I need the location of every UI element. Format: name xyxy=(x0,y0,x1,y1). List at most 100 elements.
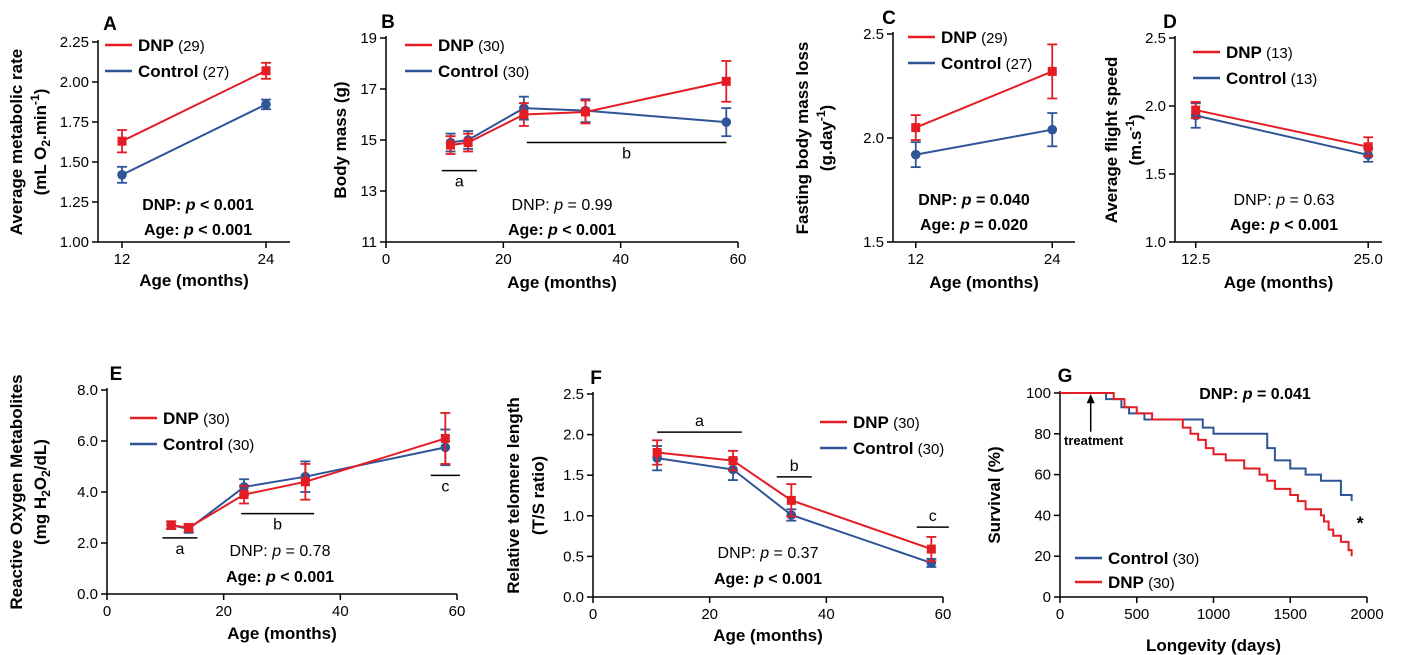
treatment-arrowhead xyxy=(1086,394,1095,404)
x-tick-label: 2000 xyxy=(1350,606,1383,623)
series-line-control xyxy=(1060,392,1353,502)
y-tick-label: 1.50 xyxy=(60,154,89,171)
data-point-dnp xyxy=(1363,142,1373,152)
x-axis-title: Age (months) xyxy=(507,273,617,292)
y-tick-label: 20 xyxy=(1034,548,1051,565)
data-point-dnp xyxy=(519,110,529,119)
y-tick-label: 4.0 xyxy=(77,484,98,501)
y-tick-label: 15 xyxy=(360,132,377,149)
y-axis-title: Average metabolic rate xyxy=(7,49,26,235)
data-point-dnp xyxy=(184,523,194,533)
y-tick-label: 1.5 xyxy=(1145,166,1166,183)
y-tick-label: 100 xyxy=(1026,385,1051,402)
panel-label: D xyxy=(1163,12,1177,33)
x-tick-label: 24 xyxy=(258,251,275,268)
y-tick-label: 2.0 xyxy=(77,535,98,552)
legend-label: Control (27) xyxy=(138,62,229,81)
y-tick-label: 1.5 xyxy=(563,467,584,484)
x-axis-title: Age (months) xyxy=(227,624,337,643)
group-label: a xyxy=(455,174,464,191)
data-point-control xyxy=(721,117,732,127)
data-point-control xyxy=(261,99,271,110)
y-tick-label: 0.0 xyxy=(563,589,584,606)
legend-label: DNP (13) xyxy=(1226,43,1293,62)
data-point-dnp xyxy=(1047,66,1057,76)
series-line-control xyxy=(657,457,932,564)
stats-text: Age: p < 0.001 xyxy=(1230,217,1338,234)
x-tick-label: 20 xyxy=(701,606,718,623)
y-tick-label: 2.0 xyxy=(863,130,884,147)
y-axis-title: Fasting body mass loss xyxy=(793,42,812,235)
y-axis-subtitle: (mL O2.min-1) xyxy=(28,89,53,196)
x-axis-title: Age (months) xyxy=(1224,273,1334,292)
data-point-dnp xyxy=(728,456,738,466)
treatment-label: treatment xyxy=(1064,433,1124,448)
legend-label: Control (13) xyxy=(1226,69,1317,88)
panel-a: A 1.00 1.25 1.50 1.75 2.00 2.25 12 24 Age (months… xyxy=(7,14,290,290)
y-tick-label: 0 xyxy=(1043,589,1051,606)
data-point-control xyxy=(910,149,921,160)
legend-label: DNP (30) xyxy=(163,409,230,428)
y-axis-subtitle: (T/S ratio) xyxy=(529,456,548,535)
series-line-control xyxy=(1195,114,1369,156)
data-point-dnp xyxy=(721,76,731,86)
panel-label: C xyxy=(882,8,896,29)
y-tick-label: 1.0 xyxy=(1145,234,1166,251)
y-tick-label: 1.0 xyxy=(563,508,584,525)
x-tick-label: 60 xyxy=(449,603,466,620)
data-point-dnp xyxy=(239,490,249,500)
x-tick-label: 20 xyxy=(495,251,512,268)
panel-b: B 11 13 15 17 19 0 20 40 60 Age (months) Body mass … xyxy=(331,12,746,292)
x-tick-label: 25.0 xyxy=(1354,251,1383,268)
x-tick-label: 0 xyxy=(1056,606,1064,623)
x-tick-label: 20 xyxy=(215,603,232,620)
series-line-dnp xyxy=(657,451,932,551)
legend-label: Control (30) xyxy=(438,62,529,81)
panel-label: F xyxy=(590,368,602,389)
y-tick-label: 2.5 xyxy=(1145,30,1166,47)
x-tick-label: 60 xyxy=(935,606,952,623)
y-tick-label: 2.25 xyxy=(60,34,89,51)
series-line-dnp xyxy=(121,69,267,143)
data-point-dnp xyxy=(786,495,796,505)
x-tick-label: 40 xyxy=(818,606,835,623)
group-label: b xyxy=(622,146,631,163)
y-tick-label: 80 xyxy=(1034,426,1051,443)
stats-text: DNP: p = 0.37 xyxy=(718,545,819,562)
data-point-dnp xyxy=(652,447,662,457)
y-axis-title: Body mass (g) xyxy=(331,81,350,198)
stats-text: Age: p = 0.020 xyxy=(920,217,1028,234)
data-point-dnp xyxy=(1191,105,1201,115)
legend-label: DNP (30) xyxy=(1108,573,1175,592)
x-axis-title: Age (months) xyxy=(929,273,1039,292)
data-point-dnp xyxy=(911,123,921,133)
x-tick-label: 1500 xyxy=(1274,606,1307,623)
legend-label: DNP (29) xyxy=(138,36,205,55)
y-tick-label: 8.0 xyxy=(77,382,98,399)
panel-c: C 1.5 2.0 2.5 12 24 Age (months) Fasting body m… xyxy=(793,8,1075,292)
y-tick-label: 60 xyxy=(1034,467,1051,484)
x-tick-label: 0 xyxy=(382,251,390,268)
x-tick-label: 40 xyxy=(332,603,349,620)
x-tick-label: 0 xyxy=(589,606,597,623)
x-tick-label: 12 xyxy=(114,251,131,268)
y-tick-label: 2.5 xyxy=(863,26,884,43)
series-line-dnp xyxy=(915,70,1053,129)
stats-text: DNP: p < 0.001 xyxy=(142,197,254,214)
group-label: b xyxy=(273,517,282,534)
stats-text: Age: p < 0.001 xyxy=(714,571,822,588)
y-tick-label: 1.25 xyxy=(60,194,89,211)
series-line-control xyxy=(915,128,1053,156)
panel-e: E 0.0 2.0 4.0 6.0 8.0 0 20 40 60 Age (months) React… xyxy=(7,364,465,643)
y-tick-label: 40 xyxy=(1034,507,1051,524)
data-point-control xyxy=(117,170,127,180)
y-tick-label: 0.0 xyxy=(77,586,98,603)
legend-label: Control (30) xyxy=(163,435,254,454)
y-tick-label: 1.75 xyxy=(60,114,89,131)
y-tick-label: 17 xyxy=(360,81,377,98)
panel-label: G xyxy=(1058,366,1073,387)
data-point-dnp xyxy=(463,138,473,148)
x-axis-title: Age (months) xyxy=(139,271,249,290)
series-line-control xyxy=(170,446,446,531)
